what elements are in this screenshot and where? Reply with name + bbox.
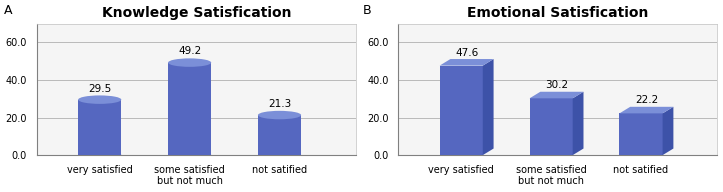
Ellipse shape: [78, 151, 121, 159]
Title: Emotional Satisfication: Emotional Satisfication: [467, 6, 649, 20]
Text: 49.2: 49.2: [178, 46, 201, 56]
Text: 30.2: 30.2: [545, 80, 568, 90]
Polygon shape: [440, 59, 494, 66]
Polygon shape: [620, 113, 662, 155]
Polygon shape: [573, 92, 583, 155]
Text: B: B: [363, 4, 372, 17]
Polygon shape: [529, 98, 573, 155]
Ellipse shape: [258, 151, 301, 159]
Polygon shape: [440, 66, 483, 155]
Ellipse shape: [78, 95, 121, 104]
Text: 29.5: 29.5: [88, 84, 111, 94]
Text: 47.6: 47.6: [455, 48, 478, 58]
Text: 22.2: 22.2: [635, 95, 658, 105]
Ellipse shape: [168, 151, 211, 159]
Text: 21.3: 21.3: [268, 99, 291, 109]
Polygon shape: [662, 107, 673, 155]
Ellipse shape: [168, 58, 211, 67]
Polygon shape: [168, 63, 211, 155]
Ellipse shape: [258, 111, 301, 119]
Polygon shape: [483, 59, 494, 155]
Title: Knowledge Satisfication: Knowledge Satisfication: [102, 6, 291, 20]
Polygon shape: [529, 92, 583, 98]
Polygon shape: [78, 100, 121, 155]
Polygon shape: [258, 115, 301, 155]
Text: A: A: [4, 4, 12, 17]
Polygon shape: [620, 107, 673, 113]
